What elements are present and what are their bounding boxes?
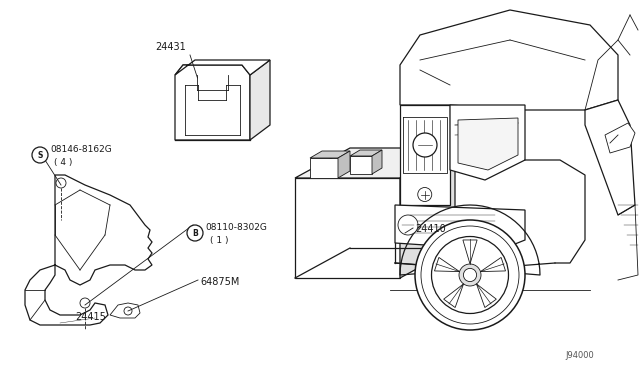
Circle shape: [418, 187, 432, 202]
Polygon shape: [605, 123, 635, 153]
Circle shape: [413, 133, 437, 157]
Polygon shape: [481, 257, 506, 272]
Circle shape: [431, 237, 509, 314]
Polygon shape: [350, 156, 372, 174]
Polygon shape: [350, 150, 382, 156]
Polygon shape: [435, 257, 460, 272]
Circle shape: [80, 298, 90, 308]
Polygon shape: [458, 118, 518, 170]
Polygon shape: [110, 303, 140, 318]
Polygon shape: [400, 148, 455, 278]
Polygon shape: [476, 284, 497, 308]
Polygon shape: [395, 205, 525, 250]
Polygon shape: [372, 150, 382, 174]
Circle shape: [56, 178, 66, 188]
Text: 08110-8302G: 08110-8302G: [205, 223, 267, 232]
Circle shape: [187, 225, 203, 241]
Circle shape: [421, 226, 519, 324]
Polygon shape: [463, 240, 477, 264]
Polygon shape: [400, 105, 450, 205]
Circle shape: [32, 147, 48, 163]
Text: 24431: 24431: [155, 42, 186, 52]
Text: 24410: 24410: [415, 224, 445, 234]
Polygon shape: [250, 60, 270, 140]
Polygon shape: [400, 10, 618, 110]
Polygon shape: [450, 105, 525, 180]
Polygon shape: [585, 100, 635, 215]
Text: S: S: [37, 151, 43, 160]
Polygon shape: [175, 60, 270, 75]
Circle shape: [398, 215, 418, 235]
Polygon shape: [25, 175, 152, 325]
Text: 24415: 24415: [75, 312, 106, 322]
Polygon shape: [175, 65, 250, 140]
Polygon shape: [310, 151, 350, 158]
Circle shape: [124, 307, 132, 315]
Circle shape: [459, 264, 481, 286]
Polygon shape: [295, 178, 400, 278]
Polygon shape: [310, 158, 338, 178]
Text: J94000: J94000: [565, 351, 594, 360]
Circle shape: [415, 220, 525, 330]
Text: ( 4 ): ( 4 ): [54, 158, 72, 167]
Text: 08146-8162G: 08146-8162G: [50, 145, 112, 154]
Circle shape: [463, 269, 477, 282]
Polygon shape: [295, 148, 455, 178]
Polygon shape: [444, 284, 463, 308]
Text: ( 1 ): ( 1 ): [210, 236, 228, 245]
Polygon shape: [338, 151, 350, 178]
Text: B: B: [192, 228, 198, 237]
Text: 64875M: 64875M: [200, 277, 239, 287]
